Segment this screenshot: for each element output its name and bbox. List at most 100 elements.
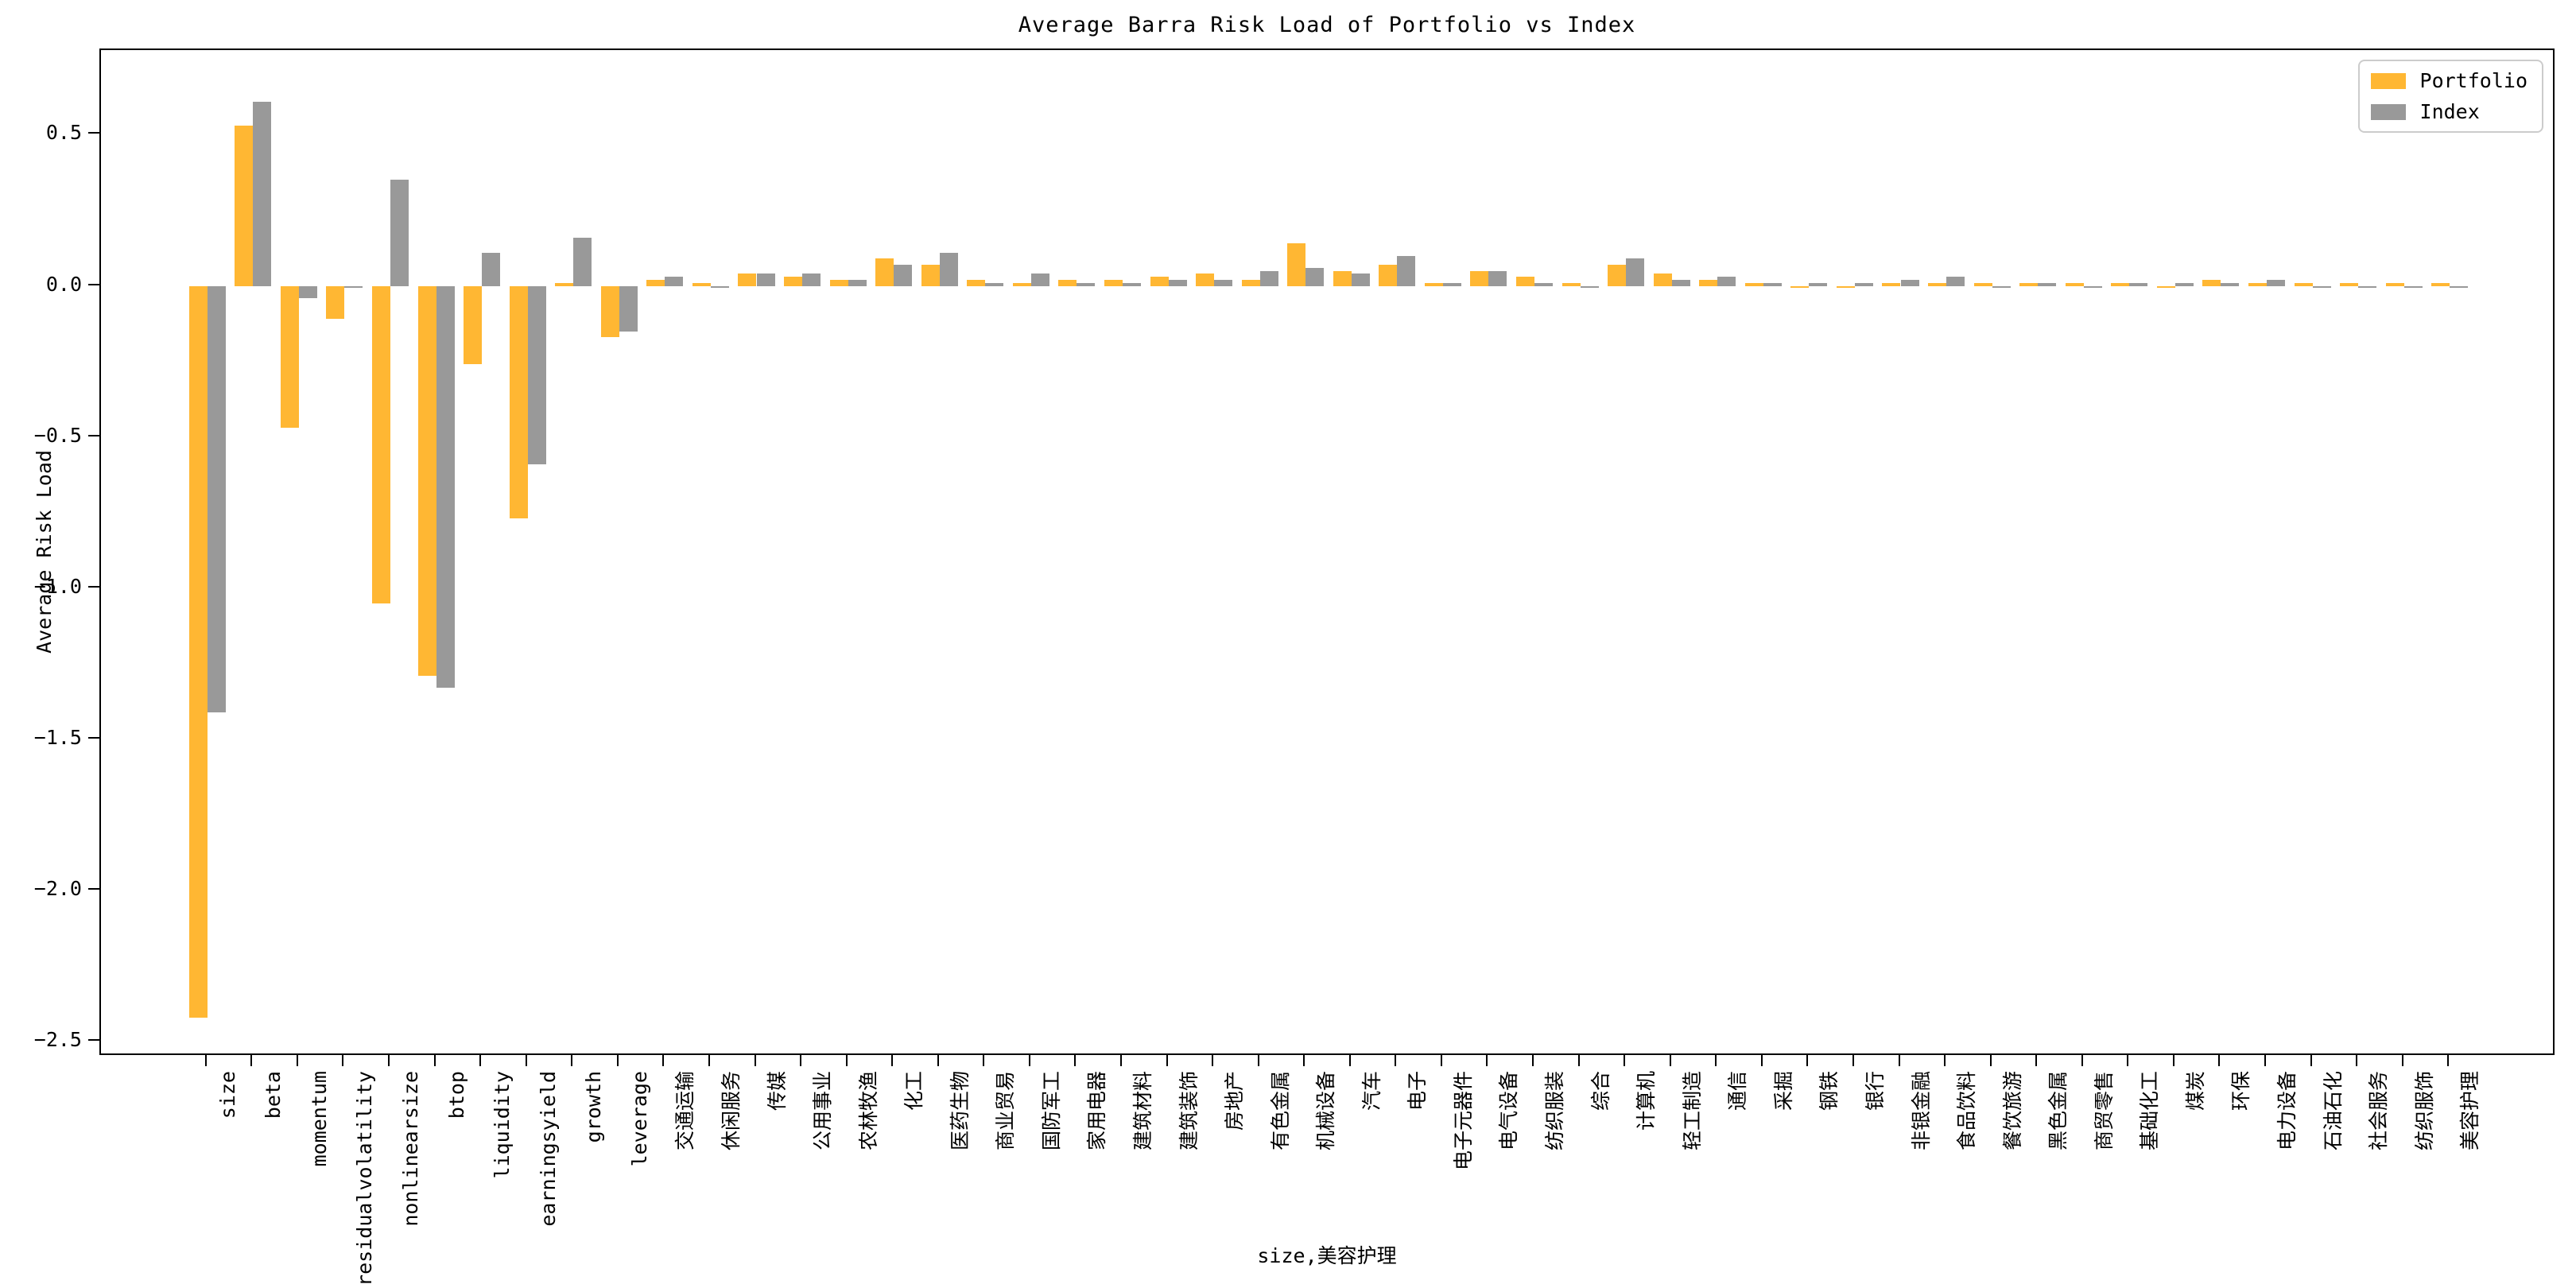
y-tick-label: 0.5 <box>45 121 82 145</box>
x-tick-label: 机械设备 <box>1314 1071 1338 1151</box>
portfolio-bar-有色金属 <box>1241 279 1260 286</box>
x-tick-mark <box>1577 1055 1580 1066</box>
y-tick-label: 0.0 <box>45 272 82 296</box>
index-bar-基础化工 <box>2129 282 2148 286</box>
index-swatch-icon <box>2370 103 2406 120</box>
x-tick-label: 建筑材料 <box>1131 1071 1154 1151</box>
x-tick-label: earningsyield <box>536 1071 560 1227</box>
index-bar-nonlinearsize <box>390 180 409 286</box>
portfolio-bar-纺织服饰 <box>2385 282 2404 286</box>
y-tick-mark <box>88 132 99 134</box>
portfolio-bar-growth <box>555 282 574 286</box>
index-bar-growth <box>573 237 592 286</box>
x-tick-mark <box>433 1055 436 1066</box>
x-tick-label: 纺织服饰 <box>2412 1071 2436 1151</box>
x-tick-label: 煤炭 <box>2183 1071 2207 1111</box>
legend-entry-index: Index <box>2370 100 2528 123</box>
index-bar-纺织服装 <box>1534 282 1554 286</box>
x-tick-mark <box>2081 1055 2083 1066</box>
index-bar-电子 <box>1397 255 1416 286</box>
x-tick-label: beta <box>262 1071 285 1119</box>
x-tick-label: 电力设备 <box>2275 1071 2299 1151</box>
y-tick-mark <box>88 283 99 285</box>
legend-entry-portfolio: Portfolio <box>2370 69 2528 92</box>
portfolio-swatch-icon <box>2370 72 2406 89</box>
index-bar-传媒 <box>756 274 775 286</box>
y-tick-label: −2.0 <box>33 876 82 900</box>
index-bar-leverage <box>619 285 638 332</box>
x-tick-label: 基础化工 <box>2138 1071 2162 1151</box>
y-tick-label: −1.5 <box>33 725 82 749</box>
index-bar-化工 <box>894 264 913 286</box>
index-bar-综合 <box>1580 285 1599 288</box>
portfolio-bar-国防军工 <box>1012 282 1031 286</box>
x-tick-label: 石油石化 <box>2321 1071 2345 1151</box>
portfolio-bar-汽车 <box>1333 270 1352 286</box>
x-tick-label: 计算机 <box>1635 1071 1658 1131</box>
index-bar-休闲服务 <box>710 285 729 288</box>
y-tick-mark <box>88 434 99 436</box>
x-tick-label: 采掘 <box>1771 1071 1795 1111</box>
portfolio-bar-leverage <box>600 285 619 338</box>
index-bar-size <box>207 285 226 712</box>
index-bar-石油石化 <box>2312 285 2331 288</box>
portfolio-bar-residualvolatility <box>326 285 345 320</box>
x-tick-mark <box>296 1055 298 1066</box>
index-bar-btop <box>436 285 455 689</box>
portfolio-bar-综合 <box>1562 282 1581 286</box>
portfolio-bar-餐饮旅游 <box>1973 282 1992 286</box>
index-bar-liquidity <box>482 252 501 286</box>
portfolio-bar-电力设备 <box>2248 282 2267 286</box>
index-bar-商业贸易 <box>985 282 1004 286</box>
index-bar-momentum <box>298 285 317 298</box>
y-tick-label: −0.5 <box>33 423 82 447</box>
index-bar-纺织服饰 <box>2403 285 2423 288</box>
x-tick-label: leverage <box>627 1071 651 1167</box>
legend-label-portfolio: Portfolio <box>2419 69 2528 92</box>
portfolio-bar-轻工制造 <box>1653 274 1672 286</box>
x-tick-label: 轻工制造 <box>1680 1071 1704 1151</box>
portfolio-bar-公用事业 <box>784 277 803 286</box>
portfolio-bar-石油石化 <box>2294 282 2313 286</box>
portfolio-bar-食品饮料 <box>1928 282 1947 286</box>
x-tick-mark <box>1119 1055 1122 1066</box>
legend-label-index: Index <box>2419 100 2480 123</box>
x-tick-mark <box>845 1055 848 1066</box>
x-tick-label: 电子 <box>1406 1071 1430 1111</box>
portfolio-bar-商贸零售 <box>2065 282 2084 286</box>
x-tick-mark <box>616 1055 619 1066</box>
x-tick-mark <box>2035 1055 2038 1066</box>
x-tick-mark <box>2264 1055 2266 1066</box>
x-tick-mark <box>1440 1055 1442 1066</box>
x-tick-mark <box>342 1055 344 1066</box>
portfolio-bar-电气设备 <box>1470 270 1489 286</box>
x-tick-mark <box>1348 1055 1351 1066</box>
x-tick-label: 家用电器 <box>1085 1071 1109 1151</box>
index-bar-房地产 <box>1214 279 1233 286</box>
x-tick-label: 银行 <box>1863 1071 1887 1111</box>
index-bar-非银金融 <box>1900 279 1919 286</box>
portfolio-bar-纺织服装 <box>1515 277 1534 286</box>
x-tick-mark <box>937 1055 939 1066</box>
y-tick-mark <box>88 585 99 588</box>
x-tick-mark <box>1624 1055 1626 1066</box>
index-bar-农林牧渔 <box>848 279 867 286</box>
x-tick-mark <box>662 1055 665 1066</box>
index-bar-电力设备 <box>2266 279 2285 286</box>
index-bar-钢铁 <box>1809 282 1828 286</box>
x-tick-mark <box>1486 1055 1488 1066</box>
index-bar-美容护理 <box>2450 285 2469 288</box>
index-bar-商贸零售 <box>2083 285 2102 288</box>
portfolio-bar-nonlinearsize <box>371 285 390 603</box>
x-tick-label: 通信 <box>1726 1071 1750 1111</box>
index-bar-通信 <box>1717 277 1736 286</box>
x-tick-label: 医药生物 <box>948 1071 972 1151</box>
index-bar-医药生物 <box>939 252 958 286</box>
portfolio-bar-beta <box>235 126 254 286</box>
index-bar-建筑装饰 <box>1168 279 1187 286</box>
x-tick-label: 休闲服务 <box>719 1071 743 1151</box>
index-bar-餐饮旅游 <box>1992 285 2011 288</box>
x-tick-mark <box>1212 1055 1214 1066</box>
portfolio-bar-建筑材料 <box>1104 279 1123 286</box>
